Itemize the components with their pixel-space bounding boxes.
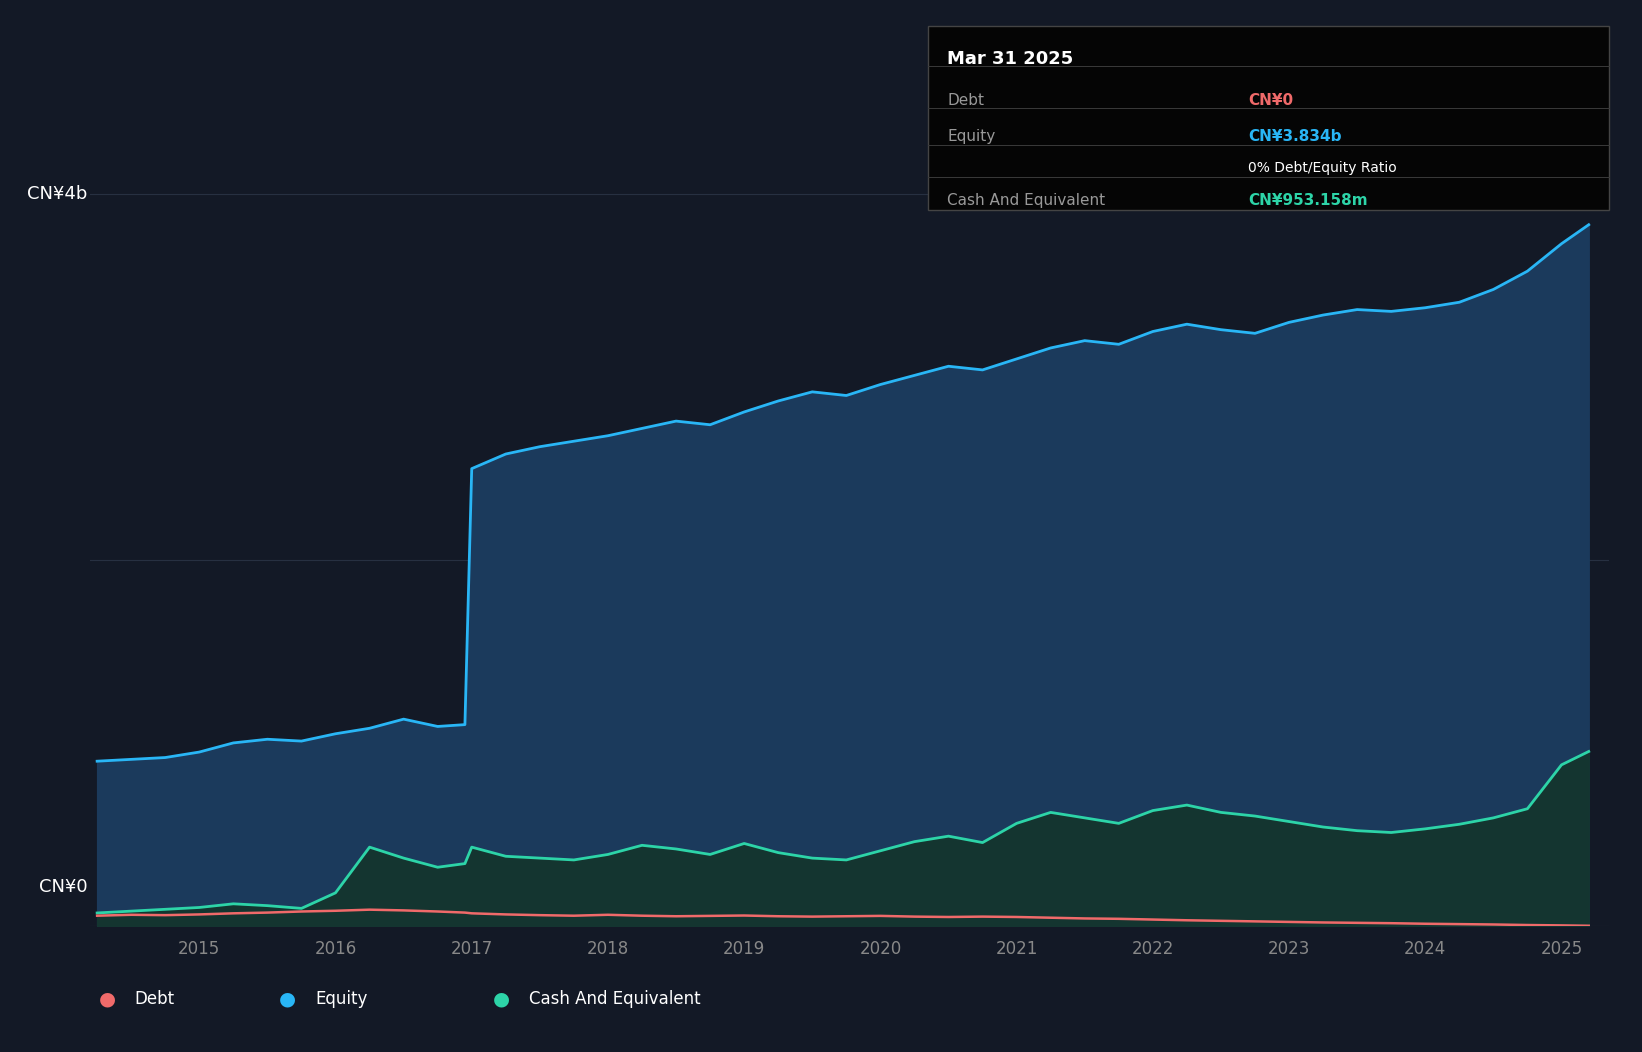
Text: ●: ●: [99, 990, 115, 1009]
Text: Debt: Debt: [947, 93, 985, 107]
Text: ●: ●: [279, 990, 296, 1009]
Text: Cash And Equivalent: Cash And Equivalent: [529, 990, 701, 1009]
Text: ●: ●: [493, 990, 509, 1009]
Text: CN¥4b: CN¥4b: [26, 185, 87, 203]
Text: CN¥953.158m: CN¥953.158m: [1248, 193, 1368, 207]
Text: Debt: Debt: [135, 990, 174, 1009]
Text: Equity: Equity: [315, 990, 368, 1009]
Text: Cash And Equivalent: Cash And Equivalent: [947, 193, 1105, 207]
Text: 0% Debt/Equity Ratio: 0% Debt/Equity Ratio: [1248, 161, 1397, 175]
Text: CN¥3.834b: CN¥3.834b: [1248, 129, 1342, 144]
Text: Mar 31 2025: Mar 31 2025: [947, 50, 1074, 68]
Text: CN¥0: CN¥0: [39, 878, 87, 896]
Text: Equity: Equity: [947, 129, 995, 144]
Text: CN¥0: CN¥0: [1248, 93, 1294, 107]
